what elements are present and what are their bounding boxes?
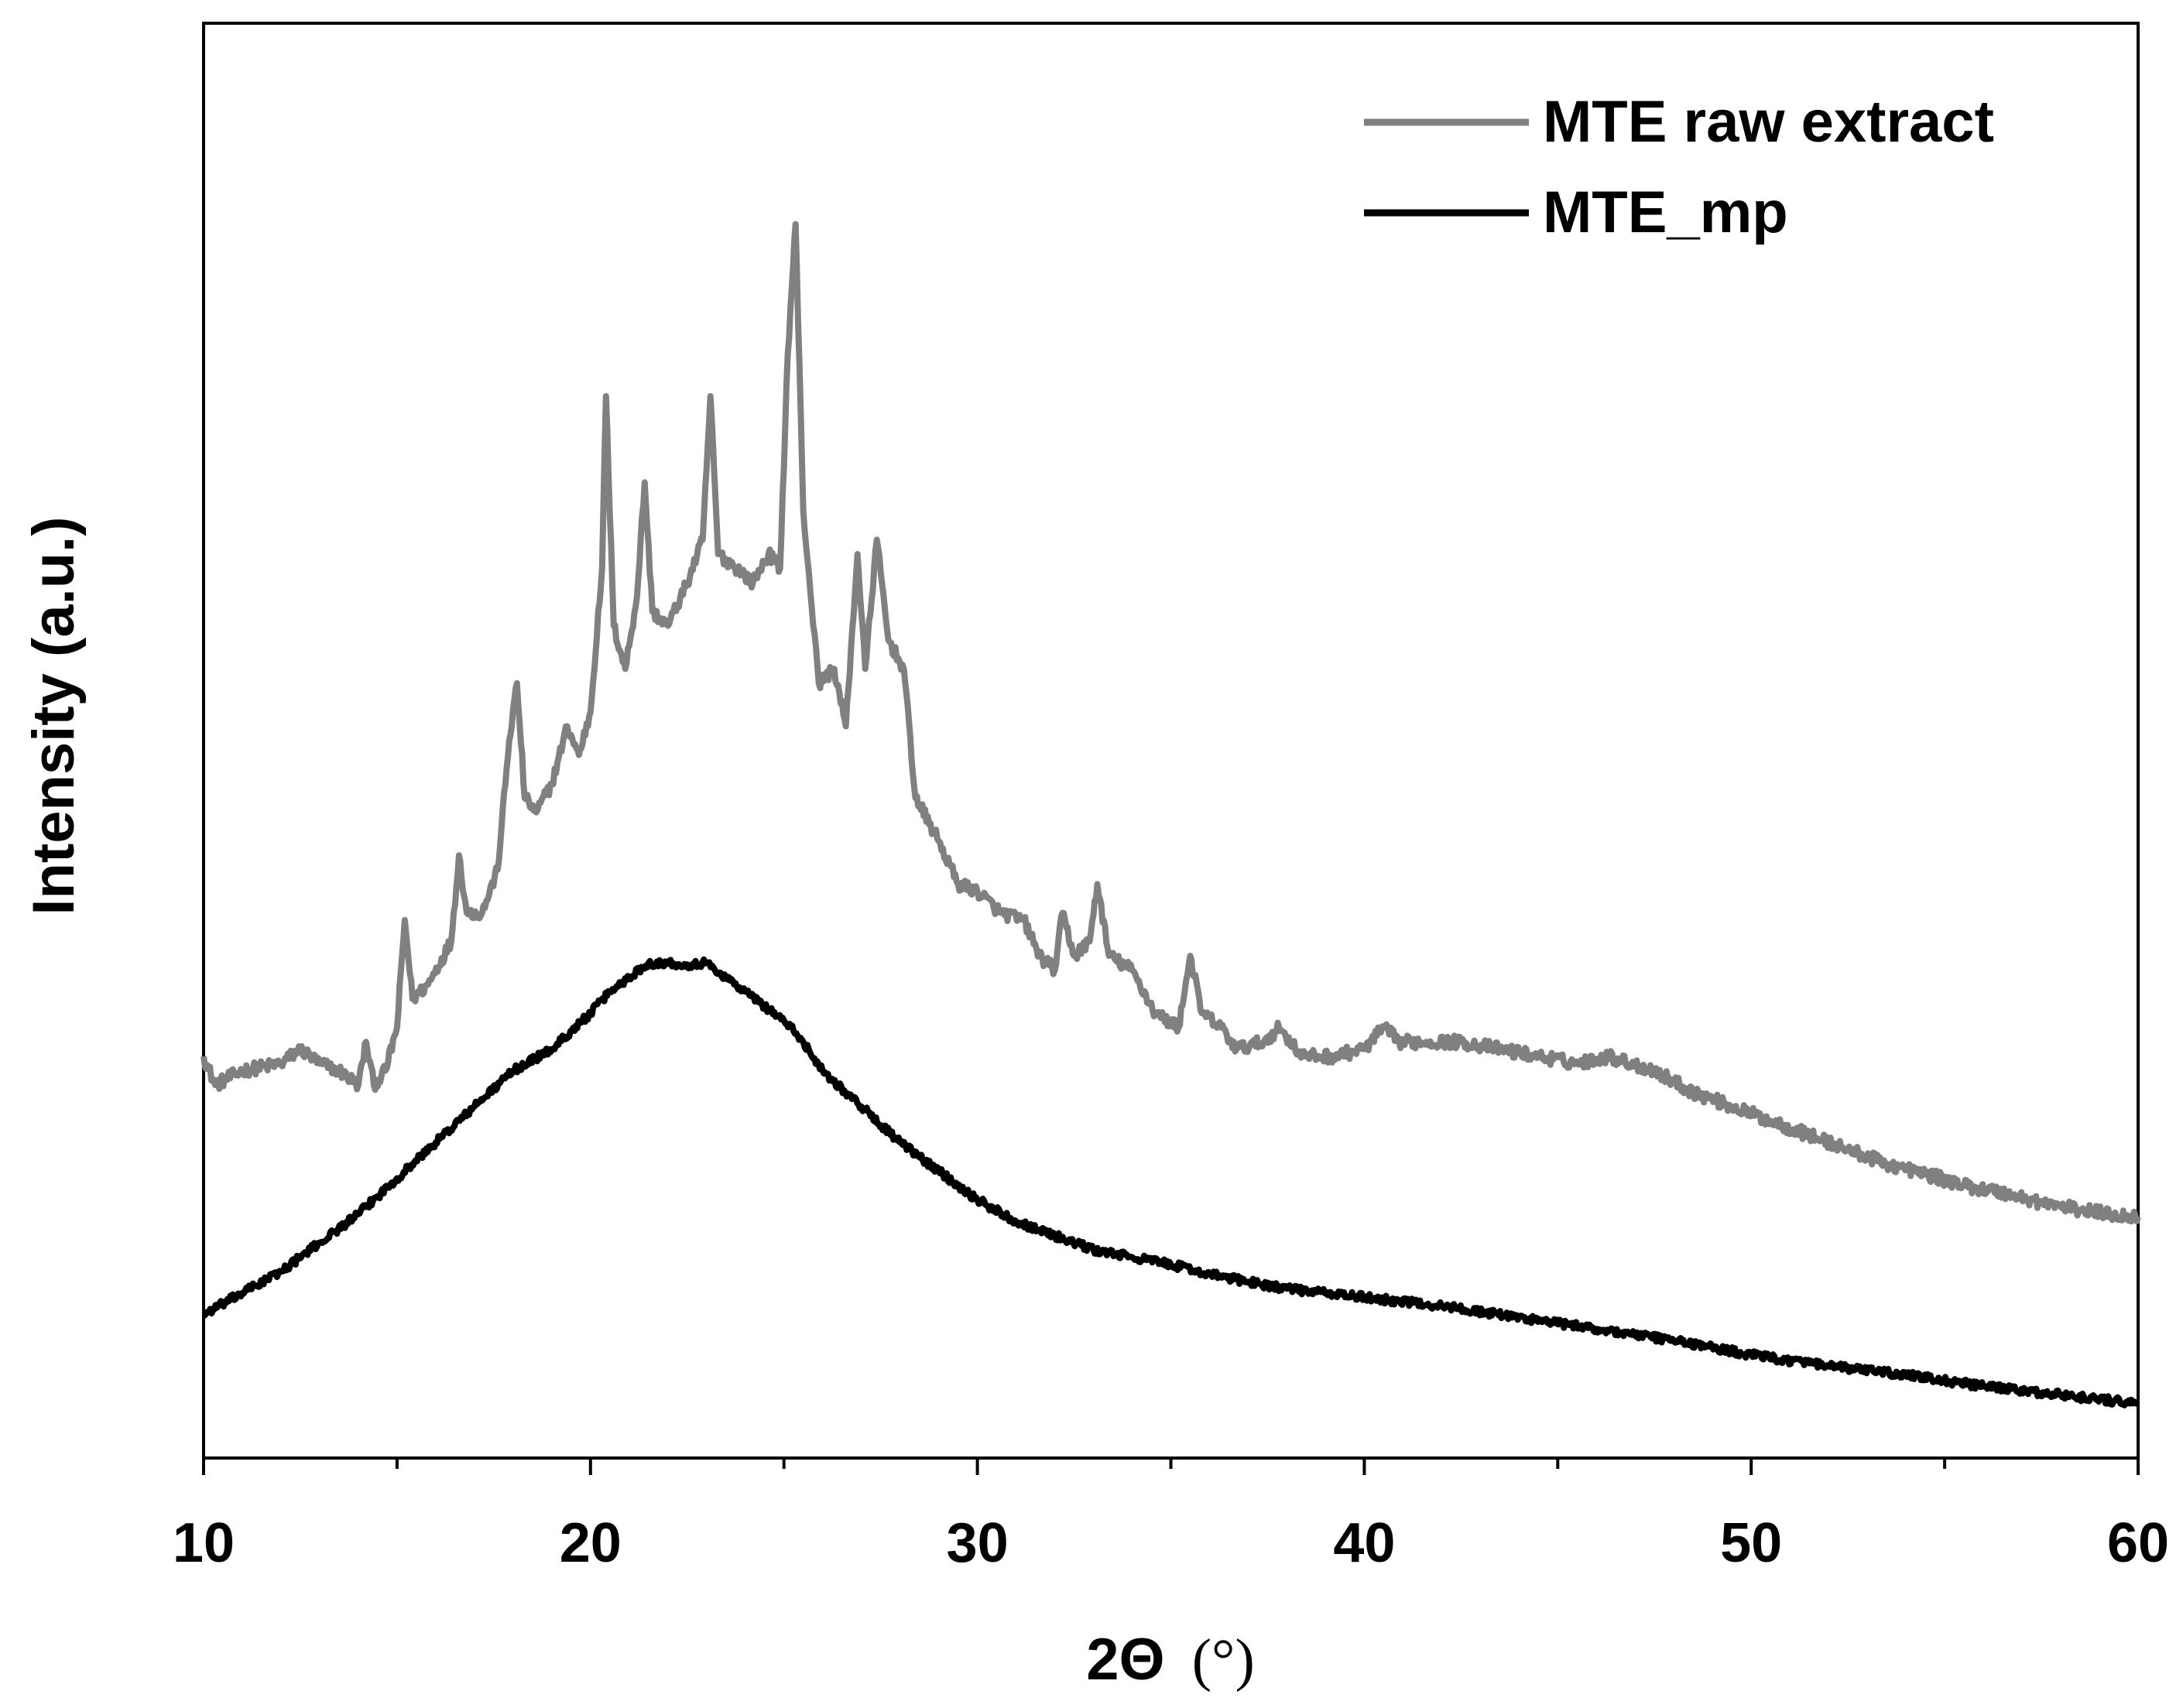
x-axis-label-main: 2Θ (1086, 1627, 1164, 1693)
x-axis-label-unit: (°) (1192, 1628, 1255, 1693)
x-tick-label-40: 40 (1333, 1512, 1395, 1574)
x-axis-tick-labels: 10 20 30 40 50 60 (173, 1512, 2169, 1574)
legend: MTE raw extract MTE_mp (1364, 89, 1994, 245)
x-axis-label: 2Θ (°) (1086, 1627, 1255, 1693)
plot-frame (202, 22, 2140, 1460)
series-line-raw-extract (200, 221, 2141, 1225)
series-layer (200, 221, 2141, 1409)
legend-label-mp: MTE_mp (1543, 180, 1788, 245)
x-tick-label-30: 30 (947, 1512, 1009, 1574)
y-axis-label: Intensity (a.u.) (21, 516, 87, 915)
x-tick-label-60: 60 (2107, 1512, 2169, 1574)
x-tick-label-20: 20 (560, 1512, 622, 1574)
x-axis-ticks (202, 1458, 2140, 1475)
x-tick-label-50: 50 (1720, 1512, 1782, 1574)
series-line-mp (201, 956, 2140, 1409)
x-tick-label-10: 10 (173, 1512, 235, 1574)
legend-label-raw-extract: MTE raw extract (1543, 89, 1994, 155)
